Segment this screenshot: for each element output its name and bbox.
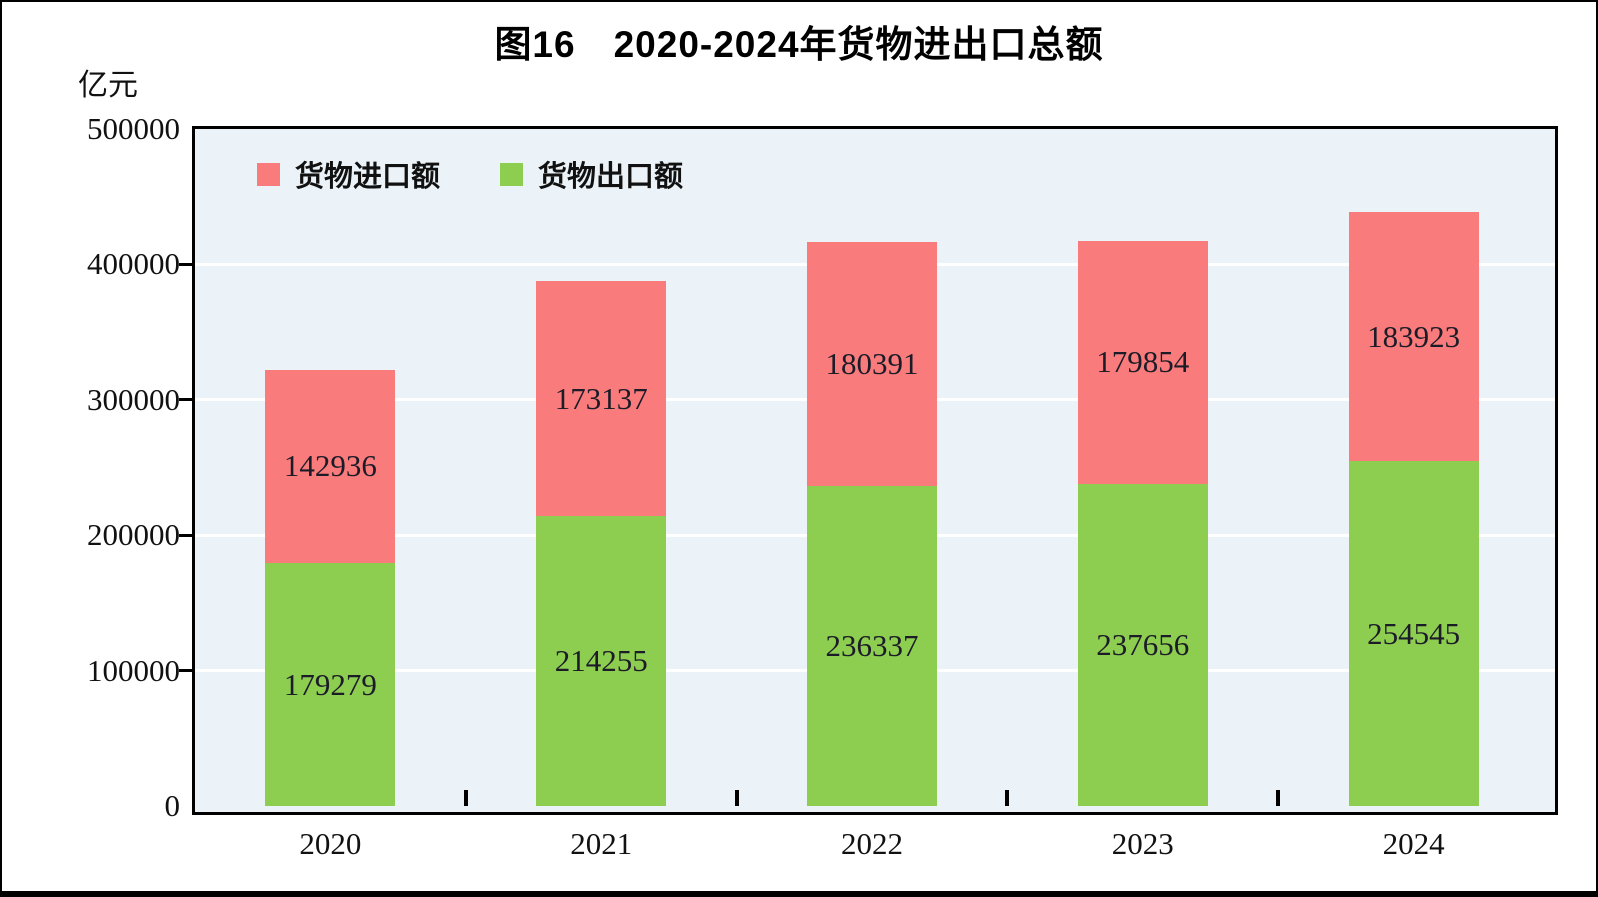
bar-segment-export-2021: 214255 xyxy=(536,515,667,806)
y-tick-200000 xyxy=(179,533,192,537)
x-axis-label-2023: 2023 xyxy=(1111,826,1174,861)
y-tick-100000 xyxy=(179,669,192,673)
y-tick-400000 xyxy=(179,262,192,266)
x-tick-1 xyxy=(463,790,468,806)
x-tick-2 xyxy=(734,790,739,806)
bar-value-export-2024: 254545 xyxy=(1367,615,1461,651)
y-axis-label-0: 0 xyxy=(164,788,181,823)
plot-area: 179279 142936 214255 173137 236337 180391 2376… xyxy=(192,126,1558,815)
bar-segment-export-2022: 236337 xyxy=(807,485,937,806)
x-axis-label-2022: 2022 xyxy=(840,826,903,861)
bar-value-export-2021: 214255 xyxy=(554,642,648,678)
bar-segment-import-2022: 180391 xyxy=(807,241,937,486)
x-axis-label-2021: 2021 xyxy=(570,826,633,861)
bar-value-import-2023: 179854 xyxy=(1096,344,1190,380)
x-axis-label-2024: 2024 xyxy=(1382,826,1445,861)
legend-swatch-export xyxy=(500,162,524,186)
bar-segment-import-2023: 179854 xyxy=(1077,240,1208,485)
y-axis-label-200000: 200000 xyxy=(87,517,180,553)
bar-value-import-2020: 142936 xyxy=(283,448,377,484)
y-axis-label-100000: 100000 xyxy=(87,652,180,688)
chart-title: 图16 2020-2024年货物进出口总额 xyxy=(494,24,1104,65)
x-tick-4 xyxy=(1276,790,1281,806)
bar-segment-import-2020: 142936 xyxy=(265,369,396,564)
y-axis-label-300000: 300000 xyxy=(87,381,180,417)
bar-value-export-2023: 237656 xyxy=(1096,627,1190,663)
bar-value-import-2021: 173137 xyxy=(554,380,648,416)
legend-label-export: 货物出口额 xyxy=(538,161,684,193)
bar-segment-import-2021: 173137 xyxy=(536,281,667,516)
y-axis-label-400000: 400000 xyxy=(87,246,180,282)
legend-item-export: 货物出口额 xyxy=(500,153,683,195)
bar-value-import-2022: 180391 xyxy=(825,345,919,381)
legend: 货物进口额 货物出口额 xyxy=(257,153,683,195)
bar-segment-export-2024: 254545 xyxy=(1348,461,1479,806)
y-axis-label-500000: 500000 xyxy=(87,111,180,146)
bar-value-export-2020: 179279 xyxy=(283,666,377,702)
bar-value-import-2024: 183923 xyxy=(1367,318,1461,354)
legend-swatch-import xyxy=(257,162,280,186)
bar-segment-export-2023: 237656 xyxy=(1077,484,1208,806)
x-axis-label-2020: 2020 xyxy=(299,826,362,861)
bar-value-export-2022: 236337 xyxy=(825,627,919,663)
legend-label-import: 货物进口额 xyxy=(295,161,441,193)
x-tick-3 xyxy=(1005,790,1010,806)
legend-item-import: 货物进口额 xyxy=(257,153,440,195)
y-tick-300000 xyxy=(179,398,192,402)
bar-segment-import-2024: 183923 xyxy=(1348,212,1479,462)
y-axis-unit-label: 亿元 xyxy=(78,69,138,102)
bar-segment-export-2020: 179279 xyxy=(265,563,396,806)
